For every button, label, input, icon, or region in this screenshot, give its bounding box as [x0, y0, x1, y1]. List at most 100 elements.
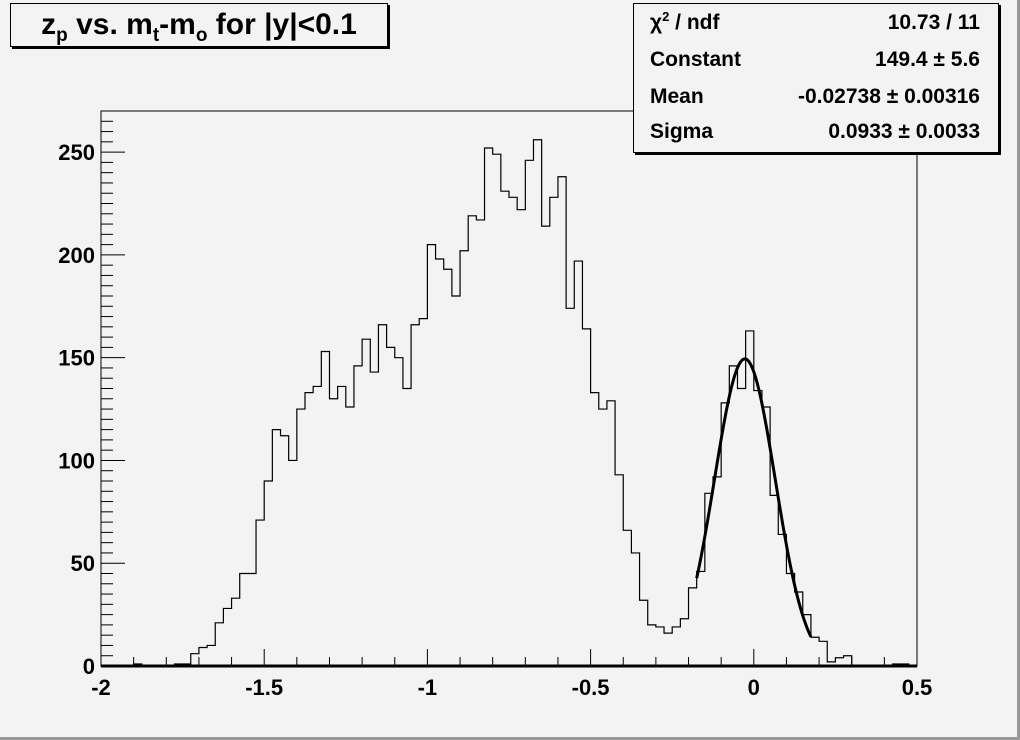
stats-value: 0.0933 ± 0.0033	[828, 120, 980, 143]
plot-title: zp vs. mt-mo for |y|<0.1	[10, 3, 388, 47]
title-text: -m	[159, 8, 196, 41]
histogram-bin	[819, 641, 827, 666]
x-tick-label: 0	[748, 675, 760, 700]
histogram-bin	[680, 619, 688, 666]
histogram-bin	[427, 245, 435, 666]
stats-row-chi2: χ2 / ndf 10.73 / 11	[650, 8, 980, 38]
histogram-bin	[215, 623, 223, 666]
gaussian-fit-curve	[695, 357, 813, 638]
histogram-bin	[468, 216, 476, 666]
histogram-bin	[174, 664, 182, 666]
histogram-bin	[729, 366, 737, 666]
histogram-bin	[542, 226, 550, 666]
histogram-bin	[264, 481, 272, 666]
histogram-bin	[844, 656, 852, 666]
histogram-bin	[664, 633, 672, 666]
histogram-bin	[240, 574, 248, 667]
x-tick-label: -0.5	[572, 675, 610, 700]
histogram-bin	[737, 389, 745, 667]
y-tick-label: 100	[58, 448, 95, 473]
histogram-bin	[648, 625, 656, 666]
histogram-bin	[436, 259, 444, 666]
histogram-bin	[297, 409, 305, 666]
stats-value: -0.02738 ± 0.00316	[797, 85, 980, 108]
histogram-bin	[901, 664, 909, 666]
histogram-bin	[485, 148, 493, 666]
histogram-bin	[811, 637, 819, 666]
histogram-bin	[199, 648, 207, 667]
x-tick-label: -2	[91, 675, 111, 700]
stats-label: χ2 / ndf	[650, 9, 720, 34]
histogram-bin	[713, 477, 721, 666]
ticks	[100, 110, 918, 667]
histogram-bin	[370, 372, 378, 666]
histogram-bin	[232, 598, 240, 666]
histogram-bin	[778, 534, 786, 666]
histogram-bin	[656, 627, 664, 666]
histogram-bin	[419, 319, 427, 666]
stats-row-constant: Constant 149.4 ± 5.6	[650, 45, 980, 75]
histogram-bin	[827, 662, 835, 666]
histogram-bin	[305, 393, 313, 666]
histogram-bin	[354, 366, 362, 666]
histogram-bin	[795, 592, 803, 666]
stats-label: Sigma	[650, 120, 714, 143]
y-tick-label: 250	[58, 140, 95, 165]
histogram-bin	[501, 191, 509, 666]
histogram-bin	[640, 600, 648, 666]
x-tick-label: -1	[418, 675, 438, 700]
histogram-bin	[591, 393, 599, 666]
histogram-bin	[754, 391, 762, 666]
histogram-bin	[550, 197, 558, 666]
histogram-bin	[248, 574, 256, 667]
histogram-bin	[444, 269, 452, 666]
y-tick-label: 0	[83, 654, 95, 679]
histogram-bin	[134, 664, 142, 666]
histogram-bin	[346, 407, 354, 666]
histogram-bin	[395, 358, 403, 666]
histogram-bin	[803, 615, 811, 666]
histogram-bin	[411, 325, 419, 666]
tick-labels: -2 -1.5 -1 -0.5 0 0.5 0 50 100 150 200 250	[58, 140, 932, 700]
x-tick-label: 0.5	[902, 675, 933, 700]
histogram-bin	[607, 401, 615, 666]
histogram-bin	[517, 210, 525, 666]
histogram-bin	[281, 436, 289, 666]
histogram-bin	[746, 331, 754, 666]
histogram-bin	[256, 520, 264, 666]
histogram-bin	[697, 571, 705, 666]
histogram-bin	[599, 409, 607, 666]
histogram-bin	[615, 475, 623, 666]
histogram-bin	[313, 386, 321, 666]
histogram-bin	[705, 493, 713, 666]
histogram-bin	[452, 296, 460, 666]
histogram-bin	[509, 197, 517, 666]
histogram-bin	[362, 339, 370, 666]
histogram-bin	[566, 308, 574, 666]
x-tick-label: -1.5	[245, 675, 283, 700]
stats-value: 149.4 ± 5.6	[875, 48, 980, 71]
stats-value: 10.73 / 11	[887, 11, 980, 34]
histogram-bin	[378, 325, 386, 666]
histogram-bin	[582, 329, 590, 666]
title-text: for |y|<0.1	[207, 8, 357, 41]
y-tick-label: 50	[71, 551, 95, 576]
y-tick-label: 150	[58, 346, 95, 371]
histogram-bin	[338, 386, 346, 666]
histogram-bin	[574, 261, 582, 666]
histogram-bin	[525, 160, 533, 666]
histogram-bin	[631, 553, 639, 666]
histogram-bin	[289, 460, 297, 666]
y-tick-label: 200	[58, 243, 95, 268]
title-sub: t	[152, 25, 160, 46]
histogram-bin	[272, 430, 280, 666]
histogram-bin	[191, 654, 199, 666]
histogram-bin	[835, 658, 843, 666]
stats-label: Mean	[650, 85, 704, 108]
histogram-bin	[403, 389, 411, 667]
histogram-bin	[321, 352, 329, 667]
title-text: z	[41, 8, 57, 41]
histogram-bin	[558, 177, 566, 666]
